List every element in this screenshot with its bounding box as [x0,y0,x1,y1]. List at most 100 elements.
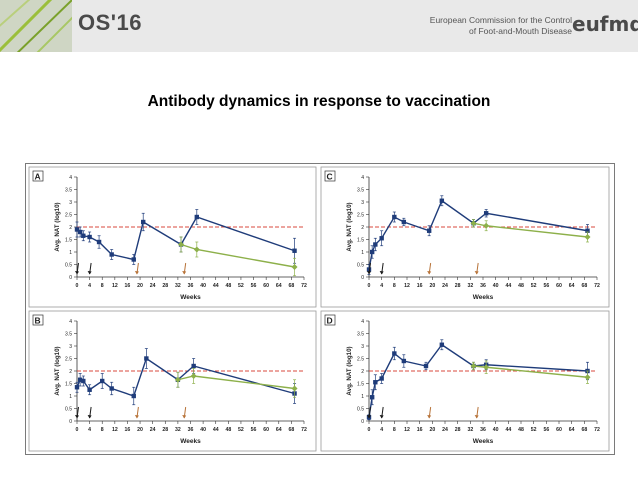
data-point [194,214,200,220]
y-tick-label: 1.5 [65,382,72,388]
x-tick-label: 44 [505,283,511,289]
x-tick-label: 20 [137,427,143,433]
y-tick-label: 3.5 [65,188,72,194]
y-tick-label: 2.5 [65,357,72,363]
panel-letter-box [32,314,44,326]
vaccination-arrow-head [75,415,79,419]
vaccination-arrow-head [87,415,92,419]
x-tick-label: 60 [263,283,269,289]
data-point [483,222,490,229]
x-tick-label: 48 [518,427,524,433]
data-point [191,363,196,369]
vaccination-arrow-head [379,271,384,275]
data-point [584,234,591,240]
data-point [291,385,298,392]
y-tick-label: 3.5 [357,332,364,338]
data-point [426,228,432,233]
data-point [483,364,490,371]
x-tick-label: 4 [88,283,91,289]
x-tick-label: 52 [238,427,244,433]
y-tick-label: 2.5 [65,213,72,219]
x-tick-label: 24 [150,427,156,433]
x-tick-label: 32 [175,427,181,433]
data-point [470,220,477,227]
y-tick-label: 3.5 [357,188,364,194]
y-tick-label: 0.5 [357,407,364,413]
commission-name: European Commission for the Control of F… [402,15,572,37]
data-point [109,386,114,391]
y-axis-label: Avg. NAT (log10) [346,202,353,251]
data-point [369,249,375,255]
x-tick-label: 8 [393,283,396,289]
x-tick-label: 16 [417,283,423,289]
header-banner [0,0,638,52]
y-tick-label: 2 [69,225,72,231]
data-point [174,376,181,383]
data-point [178,241,185,248]
data-point [193,246,200,253]
x-tick-label: 68 [581,427,587,433]
vaccination-arrow-head [87,271,92,275]
x-tick-label: 52 [531,427,537,433]
y-tick-label: 0 [361,419,364,425]
data-point [96,239,102,245]
y-tick-label: 1.5 [357,238,364,244]
y-tick-label: 0.5 [65,407,72,413]
y-tick-label: 1 [361,250,364,256]
data-point [401,219,407,225]
data-point [131,393,136,399]
x-tick-label: 28 [162,283,168,289]
data-point [144,356,149,361]
y-tick-label: 1 [69,394,72,400]
y-tick-label: 1.5 [65,238,72,244]
y-tick-label: 4 [69,175,72,181]
x-tick-label: 4 [380,283,383,289]
x-tick-label: 32 [175,283,181,289]
x-axis-label: Weeks [473,438,494,445]
booster-arrow-head [182,271,187,275]
panel-a [28,166,317,308]
data-point [291,264,298,270]
x-tick-label: 60 [556,427,562,433]
y-tick-label: 4 [361,319,364,325]
booster-arrow-head [134,415,139,419]
panel-letter: A [35,172,41,182]
data-point [373,242,378,247]
data-point [470,363,477,369]
panel-frame [28,166,317,308]
x-tick-label: 12 [404,283,410,289]
x-tick-label: 4 [380,427,383,433]
x-tick-label: 16 [417,427,423,433]
x-tick-label: 24 [442,283,448,289]
data-point [81,378,86,384]
y-tick-label: 4 [69,319,72,325]
y-tick-label: 1 [361,394,364,400]
y-tick-label: 3 [361,200,364,206]
y-tick-label: 0.5 [357,263,364,269]
x-tick-label: 40 [200,427,206,433]
data-point [423,363,429,369]
header-decoration [0,0,72,52]
data-point [366,267,372,272]
x-axis-label: Weeks [180,294,201,301]
x-tick-label: 40 [493,283,499,289]
x-tick-label: 52 [531,283,537,289]
y-tick-label: 2 [361,369,364,375]
panel-frame [28,310,317,452]
panel-letter: D [327,316,333,326]
x-tick-label: 12 [404,427,410,433]
panel-c [320,166,610,308]
x-tick-label: 72 [301,283,307,289]
slide-title: Antibody dynamics in response to vaccina… [147,93,491,110]
x-tick-label: 64 [569,427,575,433]
x-tick-label: 36 [480,283,486,289]
x-tick-label: 52 [238,283,244,289]
x-tick-label: 56 [251,283,257,289]
x-tick-label: 4 [88,427,91,433]
vaccination-arrow-head [367,415,371,419]
data-point [401,358,407,364]
booster-arrow-head [474,271,479,275]
chart-figure: A00.511.522.533.540 4 8 12 16 20 24 28 32 36 40 44 4… [28,166,610,452]
data-point [379,376,384,381]
data-point [439,198,445,203]
